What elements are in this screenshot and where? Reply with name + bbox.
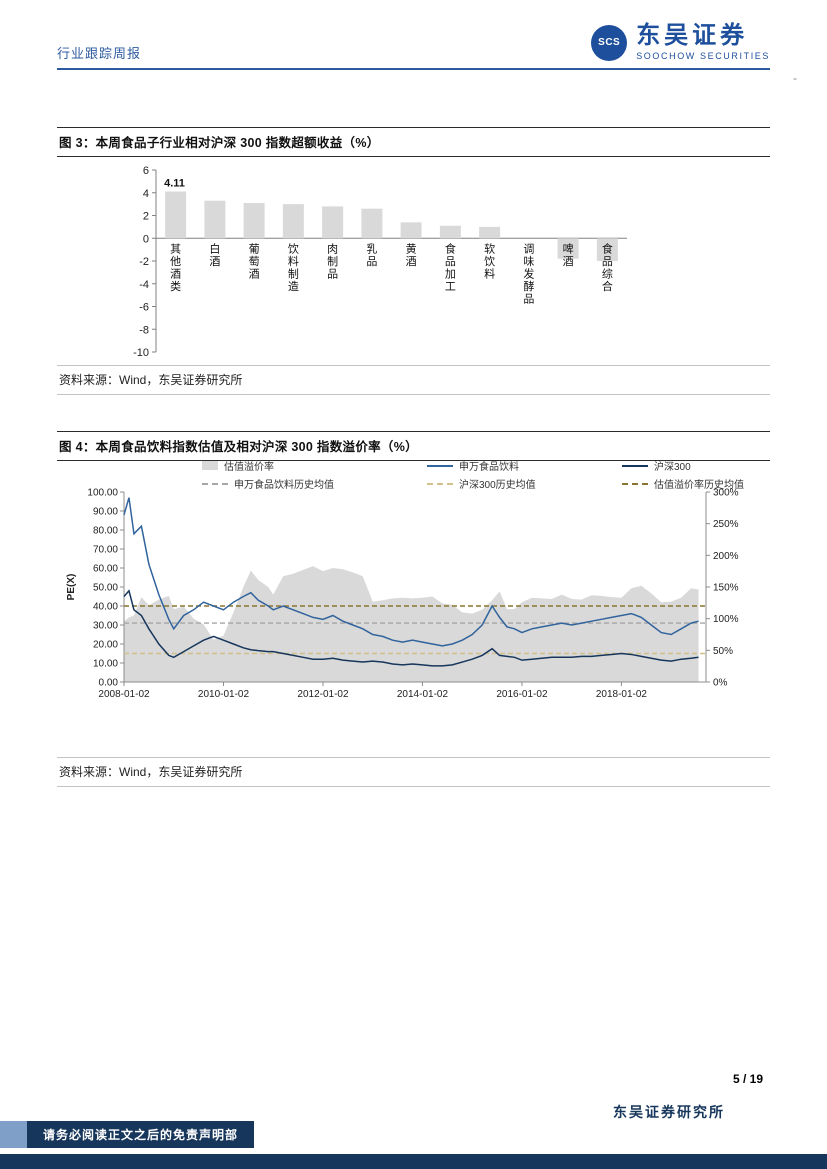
svg-text:食品综合: 食品综合 (602, 241, 613, 293)
svg-text:2012-01-02: 2012-01-02 (297, 689, 349, 700)
svg-text:4.11: 4.11 (164, 177, 185, 189)
page-number: 5 / 19 (732, 1072, 763, 1086)
figure4-line-chart: 估值溢价率 申万食品饮料 沪深300 申万食品饮料历史均值 沪深300历史均值 估值溢价率… (60, 456, 772, 724)
brand-name-en: SOOCHOW SECURITIES (636, 51, 770, 61)
legend-swatch-dash-icon (622, 482, 648, 485)
svg-text:250%: 250% (713, 519, 739, 530)
svg-text:2: 2 (143, 211, 149, 223)
svg-text:-4: -4 (139, 279, 149, 291)
svg-text:PE(X): PE(X) (66, 574, 77, 601)
legend-item: 估值溢价率历史均值 (622, 476, 762, 491)
legend-swatch-line-icon (622, 464, 648, 467)
svg-text:6: 6 (143, 165, 149, 177)
figure4-source: 资料来源：Wind，东吴证券研究所 (57, 757, 770, 787)
footer-bottom-strip (0, 1154, 827, 1169)
svg-text:-2: -2 (139, 256, 149, 268)
svg-text:300%: 300% (713, 488, 739, 499)
svg-text:4: 4 (143, 188, 149, 200)
figure4-title: 图 4：本周食品饮料指数估值及相对沪深 300 指数溢价率（%） (57, 431, 770, 461)
page-header: 行业跟踪周报 SCS 东吴证券 SOOCHOW SECURITIES (57, 24, 770, 68)
footer-disclaimer-text: 请务必阅读正文之后的免责声明部 (27, 1121, 255, 1148)
svg-text:2014-01-02: 2014-01-02 (397, 689, 449, 700)
legend-item: 沪深300历史均值 (427, 476, 622, 491)
svg-text:30.00: 30.00 (93, 621, 118, 632)
legend-item: 估值溢价率 (202, 458, 427, 473)
svg-text:白酒: 白酒 (209, 241, 220, 268)
svg-text:20.00: 20.00 (93, 640, 118, 651)
svg-text:葡萄酒: 葡萄酒 (249, 242, 260, 280)
svg-text:2018-01-02: 2018-01-02 (596, 689, 648, 700)
figure3-bar-chart: 6 4 2 0 -2 -4 -6 -8 -10 其他酒类 白酒 葡萄酒 饮料制造 肉制品 乳品 黄酒 食品加工 软… (112, 156, 672, 364)
svg-text:40.00: 40.00 (93, 602, 118, 613)
svg-text:150%: 150% (713, 583, 739, 594)
institute-label: 东吴证券研究所 (613, 1104, 725, 1120)
svg-text:80.00: 80.00 (93, 526, 118, 537)
legend-label: 估值溢价率历史均值 (654, 480, 744, 491)
brand-name-cn: 东吴证券 (636, 22, 749, 49)
legend-label: 申万食品饮料 (459, 462, 519, 473)
svg-text:2016-01-02: 2016-01-02 (496, 689, 548, 700)
figure4-legend: 估值溢价率 申万食品饮料 沪深300 申万食品饮料历史均值 沪深300历史均值 估值溢价率… (124, 458, 762, 494)
report-type-label: 行业跟踪周报 (57, 46, 142, 61)
legend-label: 沪深300 (654, 462, 691, 473)
svg-text:肉制品: 肉制品 (327, 242, 338, 280)
brand-logo-text: 东吴证券 SOOCHOW SECURITIES (636, 22, 770, 62)
header-divider (57, 68, 770, 70)
legend-item: 申万食品饮料 (427, 458, 622, 473)
svg-text:60.00: 60.00 (93, 564, 118, 575)
legend-label: 申万食品饮料历史均值 (234, 480, 334, 491)
footer-disclaimer: 请务必阅读正文之后的免责声明部 (0, 1121, 255, 1148)
svg-text:70.00: 70.00 (93, 545, 118, 556)
figure3-title: 图 3：本周食品子行业相对沪深 300 指数超额收益（%） (57, 127, 770, 157)
svg-text:2010-01-02: 2010-01-02 (198, 689, 250, 700)
svg-text:100.00: 100.00 (87, 488, 118, 499)
legend-label: 沪深300历史均值 (459, 480, 536, 491)
figure4-line-chart-svg: 100.00 90.00 80.00 70.00 60.00 50.00 40.00 30.0… (66, 488, 739, 701)
svg-text:黄酒: 黄酒 (406, 241, 417, 268)
svg-text:啤酒: 啤酒 (563, 241, 574, 268)
svg-text:200%: 200% (713, 551, 739, 562)
figure3-bar-chart-svg: 6 4 2 0 -2 -4 -6 -8 -10 其他酒类 白酒 葡萄酒 饮料制造 肉制品 乳品 黄酒 食品加工 软… (133, 165, 627, 359)
svg-text:100%: 100% (713, 614, 739, 625)
svg-text:-10: -10 (133, 347, 149, 359)
svg-text:50%: 50% (713, 646, 733, 657)
svg-text:其他酒类: 其他酒类 (170, 242, 181, 293)
legend-swatch-area-icon (202, 461, 218, 470)
legend-item: 申万食品饮料历史均值 (202, 476, 427, 491)
svg-text:2008-01-02: 2008-01-02 (98, 689, 150, 700)
svg-text:90.00: 90.00 (93, 507, 118, 518)
svg-text:食品加工: 食品加工 (445, 241, 456, 293)
legend-label: 估值溢价率 (224, 462, 274, 473)
brand-logo-icon: SCS (591, 24, 628, 61)
legend-swatch-dash-icon (202, 482, 228, 485)
legend-swatch-line-icon (427, 464, 453, 467)
legend-row: 估值溢价率 申万食品饮料 沪深300 (124, 458, 762, 473)
svg-text:50.00: 50.00 (93, 583, 118, 594)
header-dash: - (793, 71, 797, 85)
svg-text:0: 0 (143, 233, 149, 245)
svg-text:0%: 0% (713, 678, 728, 689)
svg-text:调味发酵品: 调味发酵品 (523, 242, 534, 305)
svg-text:-6: -6 (139, 302, 149, 314)
svg-text:软饮料: 软饮料 (484, 241, 495, 280)
legend-swatch-dash-icon (427, 482, 453, 485)
svg-text:10.00: 10.00 (93, 659, 118, 670)
svg-text:饮料制造: 饮料制造 (288, 242, 299, 293)
svg-text:0.00: 0.00 (99, 678, 119, 689)
legend-row: 申万食品饮料历史均值 沪深300历史均值 估值溢价率历史均值 (124, 476, 762, 491)
figure3-source: 资料来源：Wind，东吴证券研究所 (57, 365, 770, 395)
legend-item: 沪深300 (622, 458, 762, 473)
svg-text:乳品: 乳品 (366, 242, 377, 268)
brand-logo: SCS 东吴证券 SOOCHOW SECURITIES (591, 24, 770, 61)
svg-text:-8: -8 (139, 324, 149, 336)
footer-corner-block (0, 1121, 27, 1148)
